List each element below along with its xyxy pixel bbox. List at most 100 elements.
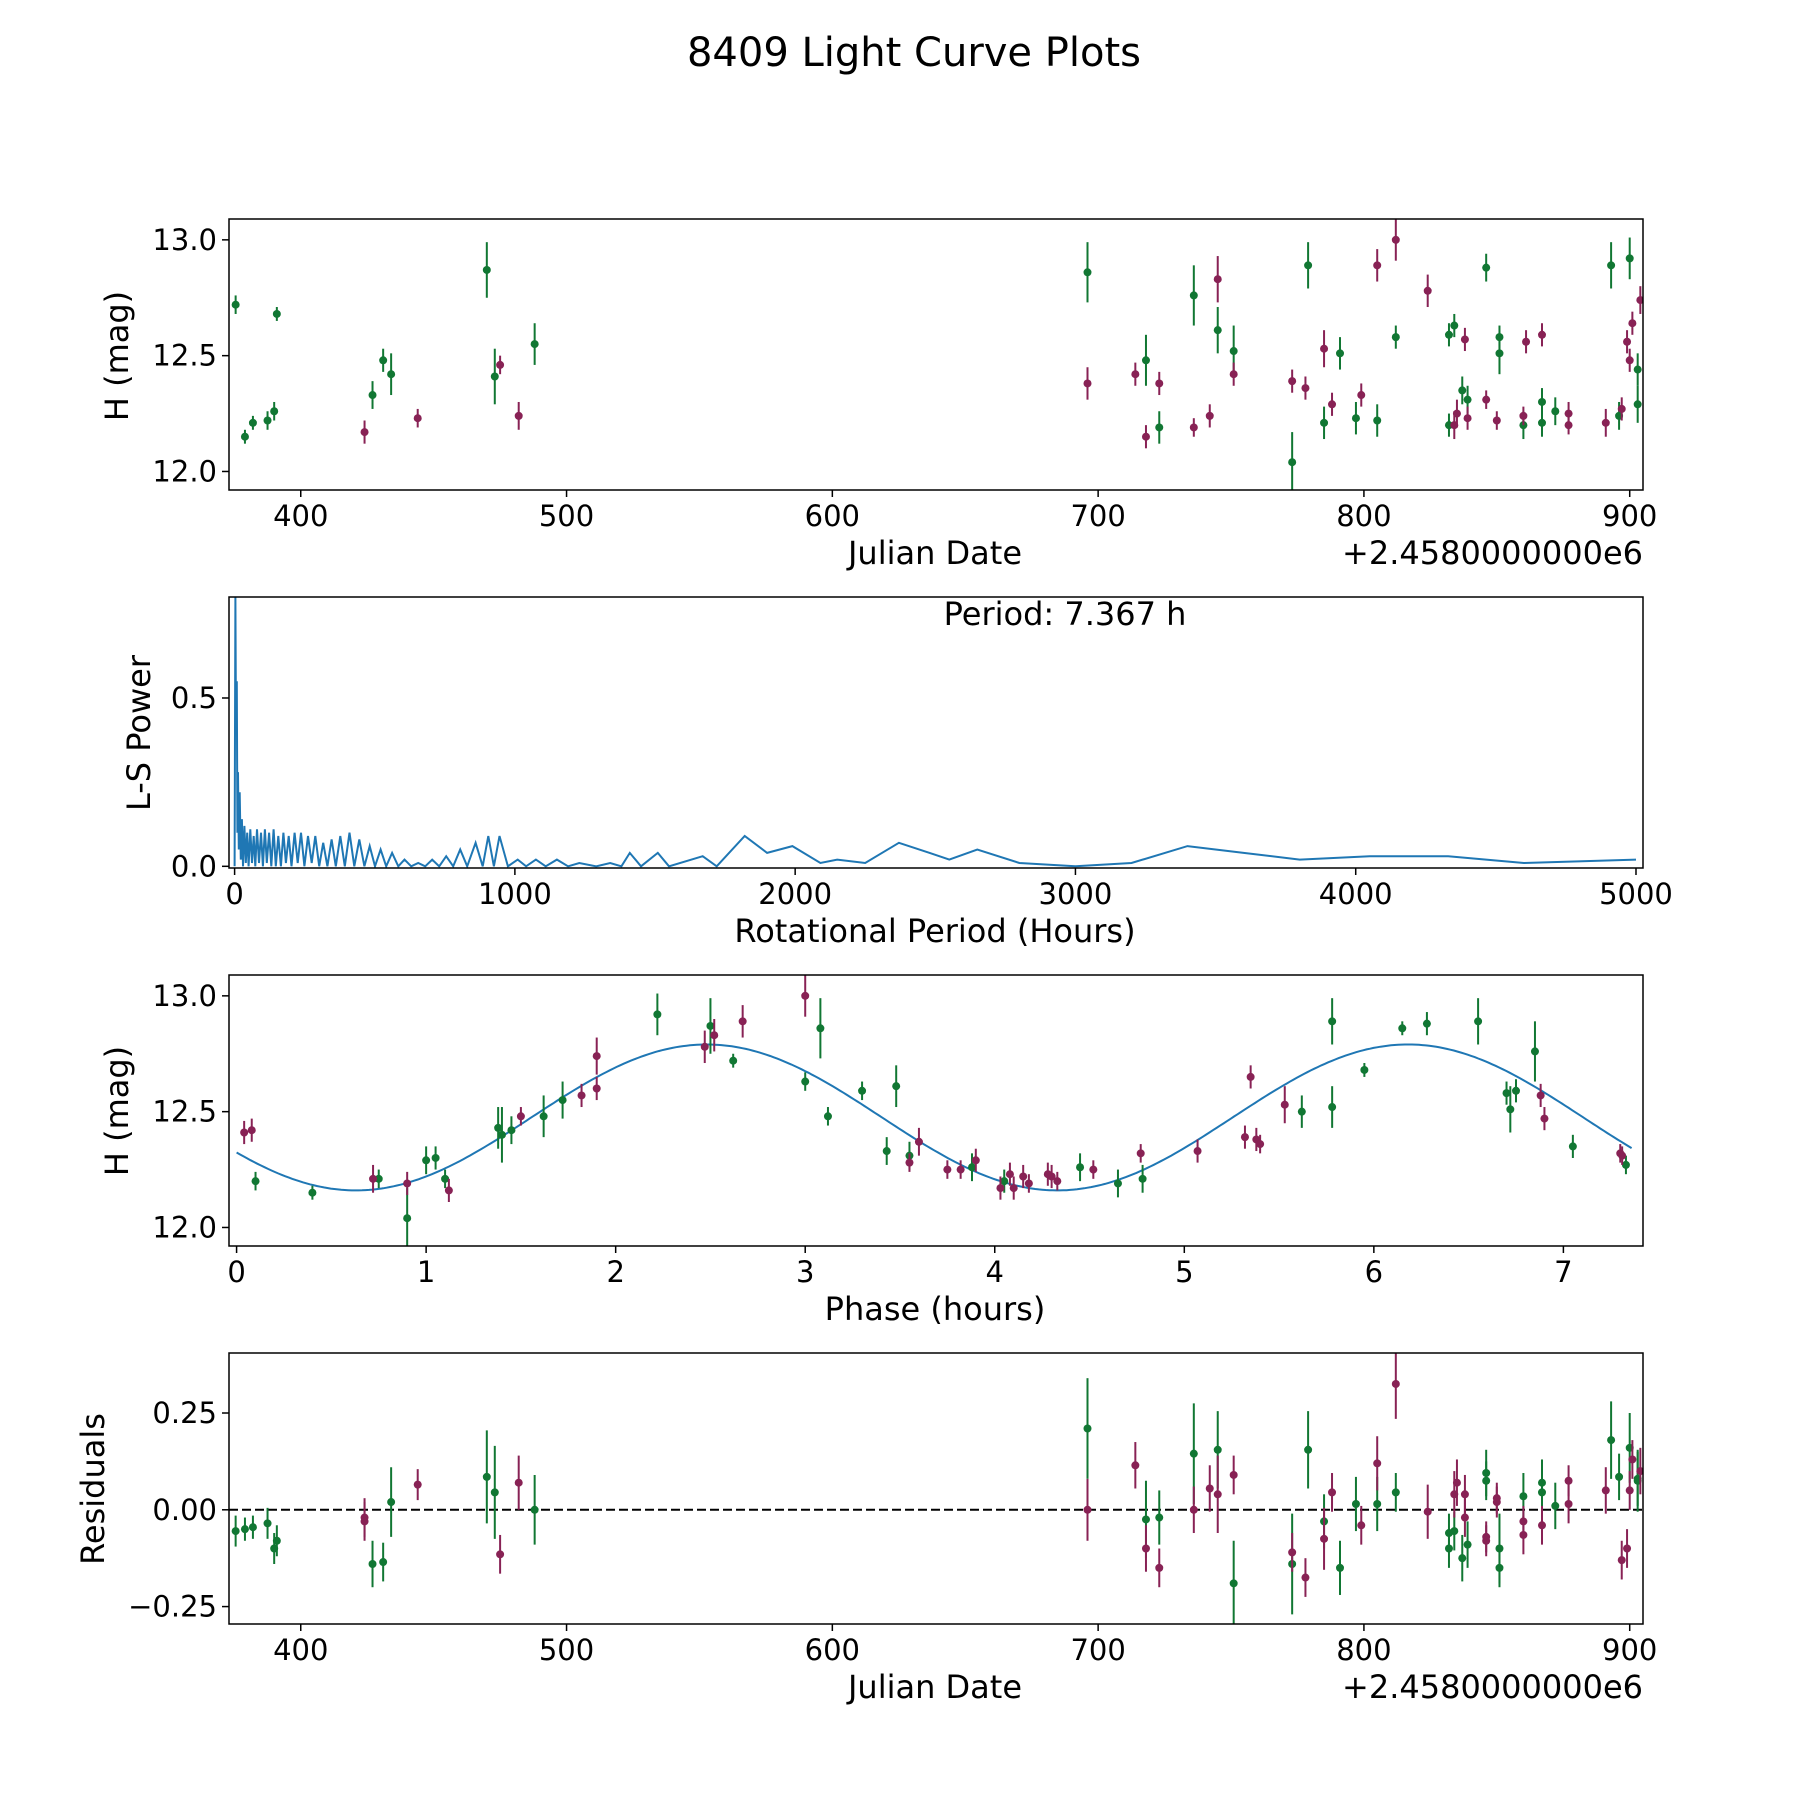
residuals-point-green [490, 1488, 499, 1497]
residuals-point-magenta [496, 1550, 505, 1559]
lightcurve-ytick-label: 12.5 [152, 339, 217, 373]
phased-frame [228, 974, 1644, 1247]
periodogram-plot-area [233, 597, 1637, 868]
phased-point-green [403, 1214, 412, 1223]
residuals-point-magenta [1155, 1563, 1164, 1572]
lightcurve-offset-text: +2.4580000000e6 [1342, 534, 1643, 572]
residuals-point-green [1083, 1424, 1092, 1433]
phased-point-green [1530, 1047, 1539, 1056]
phased-ytick-label: 12.5 [152, 1095, 217, 1129]
phased-point-magenta [1540, 1114, 1549, 1123]
phased-point-green [816, 1024, 825, 1033]
phased-point-green [441, 1174, 450, 1183]
periodogram-xtick-label: 0 [225, 877, 243, 911]
phased-xtick-label: 6 [1365, 1255, 1383, 1289]
residuals-point-green [387, 1498, 396, 1507]
lightcurve-point-magenta [1423, 286, 1432, 295]
lightcurve-xtick-label: 800 [1336, 499, 1391, 533]
phased-point-magenta [516, 1112, 525, 1121]
residuals-xlabel: Julian Date [846, 1668, 1022, 1706]
phased-point-green [1398, 1024, 1407, 1033]
lightcurve-point-green [1450, 321, 1459, 330]
phased-point-green [422, 1156, 431, 1165]
phased-panel: Phase (hours) H (mag) 0 1 2 3 4 5 6 7 12.0 12.5 13… [98, 974, 1644, 1328]
phased-point-magenta [801, 991, 810, 1000]
lightcurve-point-magenta [1357, 391, 1366, 400]
residuals-point-magenta [1373, 1459, 1382, 1468]
lightcurve-point-green [1463, 395, 1472, 404]
periodogram-ytick-label: 0.5 [171, 681, 217, 715]
phased-point-magenta [577, 1091, 586, 1100]
phased-point-magenta [1536, 1091, 1545, 1100]
residuals-point-green [1304, 1445, 1313, 1454]
residuals-xtick-label: 400 [273, 1633, 328, 1667]
lightcurve-point-magenta [1213, 275, 1222, 284]
residuals-ytick-label: −0.25 [128, 1590, 217, 1624]
residuals-point-magenta [1492, 1498, 1501, 1507]
phased-point-green [1113, 1179, 1122, 1188]
lightcurve-point-green [1607, 261, 1616, 270]
residuals-point-magenta [1460, 1513, 1469, 1522]
phased-xtick-label: 3 [796, 1255, 814, 1289]
phased-point-green [507, 1126, 516, 1135]
residuals-point-magenta [413, 1480, 422, 1489]
periodogram-xlabel: Rotational Period (Hours) [734, 912, 1135, 950]
lightcurve-xtick-label: 400 [273, 499, 328, 533]
lightcurve-point-magenta [514, 411, 523, 420]
lightcurve-point-green [482, 265, 491, 274]
residuals-point-green [1155, 1513, 1164, 1522]
phased-xtick-label: 4 [986, 1255, 1004, 1289]
lightcurve-xtick-label: 700 [1070, 499, 1125, 533]
residuals-point-magenta [1636, 1467, 1643, 1476]
lightcurve-point-green [1551, 407, 1560, 416]
residuals-point-magenta [1391, 1379, 1400, 1388]
phased-point-magenta [971, 1156, 980, 1165]
residuals-point-magenta [1519, 1530, 1528, 1539]
phased-point-magenta [1089, 1165, 1098, 1174]
periodogram-line [233, 597, 1637, 868]
lightcurve-frame [228, 218, 1644, 491]
residuals-point-green [240, 1525, 249, 1534]
residuals-point-magenta [1357, 1521, 1366, 1530]
phased-point-green [706, 1021, 715, 1030]
lightcurve-point-green [1538, 418, 1546, 427]
phased-xtick-label: 7 [1554, 1255, 1572, 1289]
periodogram-ylabel: L-S Power [120, 654, 158, 811]
lightcurve-point-magenta [1564, 409, 1573, 418]
residuals-point-magenta [360, 1517, 369, 1526]
lightcurve-point-magenta [1538, 330, 1546, 339]
lightcurve-point-green [1141, 356, 1150, 365]
phased-point-magenta [905, 1158, 914, 1167]
phased-point-magenta [956, 1165, 965, 1174]
phased-point-magenta [247, 1126, 256, 1135]
lightcurve-point-green [1495, 349, 1504, 358]
phased-ylabel: H (mag) [98, 1046, 136, 1176]
residuals-point-magenta [1617, 1556, 1626, 1565]
residuals-point-magenta [1320, 1534, 1329, 1543]
phased-point-magenta [1024, 1179, 1033, 1188]
phased-point-green [497, 1130, 506, 1139]
lightcurve-point-magenta [1205, 411, 1214, 420]
lightcurve-point-magenta [1320, 344, 1329, 353]
phased-point-magenta [700, 1042, 709, 1051]
lightcurve-point-green [1304, 261, 1313, 270]
phased-xtick-label: 5 [1175, 1255, 1193, 1289]
residuals-point-green [1458, 1554, 1467, 1563]
residuals-point-green [1463, 1540, 1472, 1549]
phased-point-green [431, 1153, 440, 1162]
residuals-point-green [1351, 1499, 1360, 1508]
lightcurve-point-green [1373, 416, 1382, 425]
phased-point-magenta [996, 1184, 1005, 1193]
residuals-xtick-label: 600 [805, 1633, 860, 1667]
lightcurve-point-magenta [1522, 337, 1531, 346]
periodogram-xtick-label: 3000 [1039, 877, 1113, 911]
phased-point-magenta [1193, 1147, 1202, 1156]
phased-point-green [251, 1177, 260, 1186]
residuals-point-magenta [1601, 1486, 1610, 1495]
phased-point-magenta [1280, 1100, 1289, 1109]
phased-point-green [1512, 1086, 1521, 1095]
residuals-point-green [1538, 1488, 1546, 1497]
lightcurve-point-green [1391, 333, 1400, 342]
residuals-point-magenta [1083, 1505, 1092, 1514]
lightcurve-point-magenta [1463, 414, 1472, 423]
